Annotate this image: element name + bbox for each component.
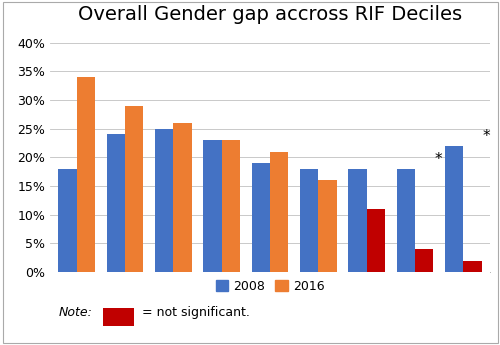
Bar	[222, 140, 240, 272]
Bar	[252, 163, 270, 272]
Text: *: *	[482, 129, 490, 144]
Bar	[396, 169, 415, 272]
Bar	[204, 140, 222, 272]
Bar	[106, 134, 125, 272]
Bar	[366, 209, 385, 272]
Bar	[445, 146, 464, 272]
Title: Overall Gender gap accross RIF Deciles: Overall Gender gap accross RIF Deciles	[78, 5, 462, 24]
Bar	[125, 106, 144, 272]
Bar	[270, 151, 288, 272]
Bar	[318, 180, 336, 272]
Text: = not significant.: = not significant.	[142, 306, 250, 319]
Text: Note:: Note:	[59, 306, 92, 319]
Bar	[155, 129, 174, 272]
Bar	[76, 77, 95, 272]
Text: *: *	[434, 152, 442, 167]
FancyBboxPatch shape	[103, 308, 134, 326]
Bar	[415, 249, 434, 272]
Bar	[58, 169, 76, 272]
Bar	[348, 169, 366, 272]
Legend: 2008, 2016: 2008, 2016	[211, 275, 329, 298]
Bar	[174, 123, 192, 272]
Bar	[300, 169, 318, 272]
Bar	[464, 260, 482, 272]
